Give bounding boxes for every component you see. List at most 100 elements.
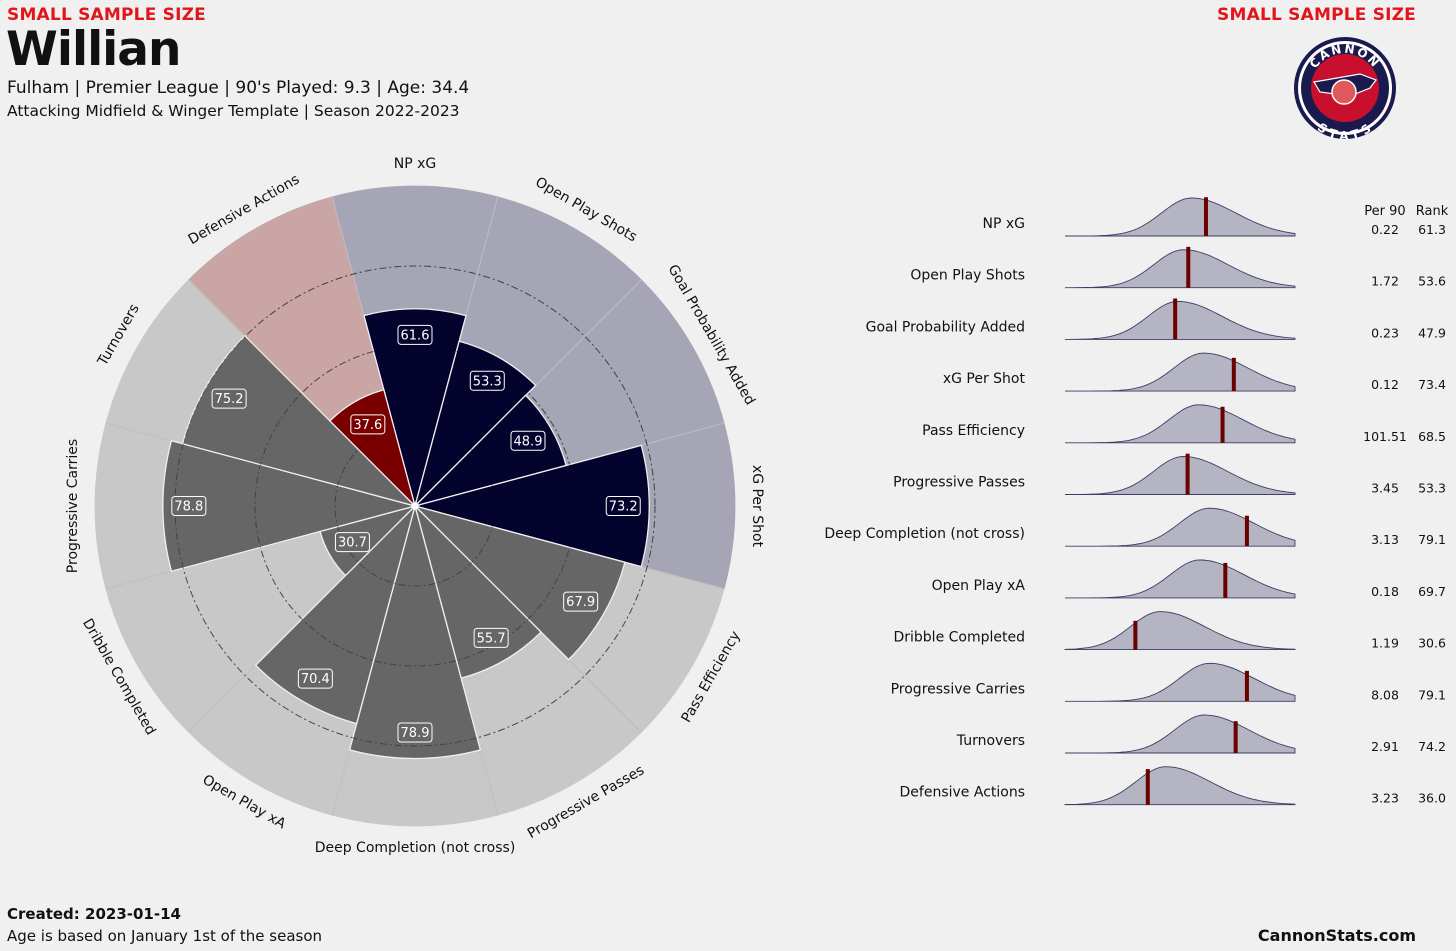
dist-rank-value: 36.0 xyxy=(1418,791,1446,806)
radar-slice-open-play-shots xyxy=(413,340,537,509)
radar-slice-xg-per-shot xyxy=(412,444,650,568)
radar-value-text: 67.9 xyxy=(566,595,595,610)
dist-rank-value: 74.2 xyxy=(1418,739,1446,754)
radar-center xyxy=(410,501,420,511)
radar-gridline-overlay xyxy=(334,425,496,587)
radar-value-label: 53.3 xyxy=(469,370,505,391)
dist-per90-value: 2.91 xyxy=(1371,739,1399,754)
radar-value-label: 73.2 xyxy=(605,496,641,516)
dist-rank-value: 69.7 xyxy=(1418,584,1446,599)
dist-per90-value: 101.51 xyxy=(1363,429,1407,444)
radar-slice-progressive-carries xyxy=(162,439,418,573)
dist-rank-value: 53.3 xyxy=(1418,481,1446,496)
dist-rank-value: 68.5 xyxy=(1418,429,1446,444)
column-header-rank: Rank xyxy=(1416,204,1449,219)
dist-metric-label: Deep Completion (not cross) xyxy=(824,526,1025,542)
radar-value-box xyxy=(469,370,505,391)
radar-gridline-overlay xyxy=(254,345,576,667)
pizza-radar-chart: 61.6 53.3 48.9 73.2 67.9 55.7 78.9 70.4 30.7 78.8… xyxy=(65,156,765,856)
dist-metric-label: Pass Efficiency xyxy=(922,423,1025,439)
dist-curve xyxy=(1065,249,1296,289)
radar-value-label: 55.7 xyxy=(473,627,509,648)
dist-curve xyxy=(1065,197,1296,237)
dist-curve xyxy=(1065,352,1296,392)
dist-curve xyxy=(1065,300,1296,340)
radar-slice-pass-efficiency xyxy=(412,504,626,661)
dist-metric-label: Progressive Carries xyxy=(891,681,1025,697)
radar-value-label: 78.8 xyxy=(171,496,207,516)
dist-metric-label: Open Play Shots xyxy=(910,268,1025,284)
radar-slice-deep-completion-not-cross xyxy=(348,503,482,760)
dist-curve xyxy=(1065,559,1296,599)
dist-player-marker xyxy=(1231,357,1236,392)
dist-rank-value: 79.1 xyxy=(1418,532,1446,547)
dist-rank-value: 53.6 xyxy=(1418,274,1446,289)
dist-player-marker xyxy=(1244,670,1249,702)
dist-per90-value: 1.72 xyxy=(1371,274,1399,289)
radar-value-box xyxy=(510,430,546,451)
website-credit: CannonStats.com xyxy=(1257,926,1416,945)
radar-value-label: 67.9 xyxy=(563,591,599,612)
radar-value-box xyxy=(563,591,599,612)
radar-value-box xyxy=(211,388,247,409)
dist-player-marker xyxy=(1173,298,1178,340)
dist-metric-label: NP xG xyxy=(983,216,1026,232)
dist-curve xyxy=(1064,766,1296,806)
radar-value-text: 78.9 xyxy=(401,726,430,741)
dist-player-marker xyxy=(1220,406,1225,443)
radar-value-label: 61.6 xyxy=(397,324,433,345)
dist-per90-value: 0.18 xyxy=(1371,584,1399,599)
player-info-line: Fulham | Premier League | 90's Played: 9… xyxy=(7,78,470,98)
dist-curve xyxy=(1065,662,1296,702)
dist-metric-label: Defensive Actions xyxy=(900,785,1025,801)
radar-value-label: 78.9 xyxy=(397,722,433,743)
radar-slice-np-xg xyxy=(363,308,467,509)
dist-metric-label: Goal Probability Added xyxy=(866,319,1025,335)
column-header-per90: Per 90 xyxy=(1364,204,1405,219)
dist-curve xyxy=(1065,404,1296,444)
dist-per90-value: 3.45 xyxy=(1371,481,1399,496)
small-sample-warning-right: SMALL SAMPLE SIZE xyxy=(1217,5,1416,25)
radar-category-label: Deep Completion (not cross) xyxy=(315,840,516,856)
dist-metric-label: Progressive Passes xyxy=(893,475,1025,491)
dist-per90-value: 0.23 xyxy=(1371,325,1399,340)
radar-value-label: 70.4 xyxy=(297,668,333,689)
radar-value-text: 61.6 xyxy=(401,328,430,343)
dist-curve xyxy=(1065,507,1296,547)
dist-per90-value: 0.12 xyxy=(1371,377,1399,392)
radar-value-box xyxy=(334,532,370,553)
template-season-line: Attacking Midfield & Winger Template | S… xyxy=(7,102,460,120)
dist-player-marker xyxy=(1203,197,1208,236)
created-date: Created: 2023-01-14 xyxy=(7,905,181,923)
radar-value-text: 73.2 xyxy=(609,500,638,515)
dist-rank-value: 47.9 xyxy=(1418,325,1446,340)
radar-value-text: 30.7 xyxy=(338,536,367,551)
radar-value-box xyxy=(350,414,386,435)
radar-value-text: 75.2 xyxy=(215,392,244,407)
dist-curve xyxy=(1065,714,1296,754)
radar-value-box xyxy=(171,496,207,516)
radar-slice-progressive-passes xyxy=(413,503,542,679)
radar-value-box xyxy=(397,722,433,743)
dist-per90-value: 1.19 xyxy=(1371,636,1399,651)
dist-curve xyxy=(1064,611,1296,651)
dist-curve xyxy=(1065,456,1296,495)
dist-rank-value: 79.1 xyxy=(1418,687,1446,702)
dist-player-marker xyxy=(1244,515,1249,547)
radar-slice-turnovers xyxy=(181,334,418,508)
dist-player-marker xyxy=(1145,769,1150,805)
radar-value-text: 78.8 xyxy=(174,500,203,515)
radar-value-text: 70.4 xyxy=(301,672,330,687)
dist-player-marker xyxy=(1185,453,1190,495)
radar-value-label: 37.6 xyxy=(350,414,386,435)
dist-metric-label: Turnovers xyxy=(956,733,1025,749)
dist-rank-value: 61.3 xyxy=(1418,222,1446,237)
radar-value-box xyxy=(605,496,641,516)
distribution-panel: Per 90 Rank NP xG 0.22 61.3 Open Play Shots 1.… xyxy=(824,197,1449,806)
radar-value-text: 53.3 xyxy=(473,374,502,389)
radar-category-label: xG Per Shot xyxy=(749,465,765,548)
radar-value-text: 48.9 xyxy=(514,434,543,449)
radar-value-text: 37.6 xyxy=(353,418,382,433)
dist-metric-label: xG Per Shot xyxy=(943,371,1026,387)
dist-rank-value: 73.4 xyxy=(1418,377,1446,392)
